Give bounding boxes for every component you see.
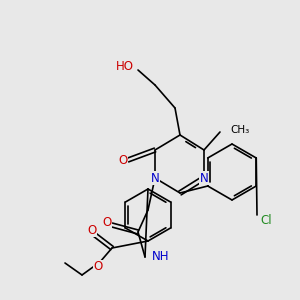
Text: O: O xyxy=(93,260,103,274)
Text: NH: NH xyxy=(152,250,169,262)
Text: Cl: Cl xyxy=(260,214,272,227)
Text: N: N xyxy=(200,172,208,184)
Text: O: O xyxy=(87,224,97,236)
Text: CH₃: CH₃ xyxy=(230,125,249,135)
Text: O: O xyxy=(118,154,127,166)
Text: N: N xyxy=(151,172,159,184)
Text: O: O xyxy=(102,217,112,230)
Text: HO: HO xyxy=(116,59,134,73)
